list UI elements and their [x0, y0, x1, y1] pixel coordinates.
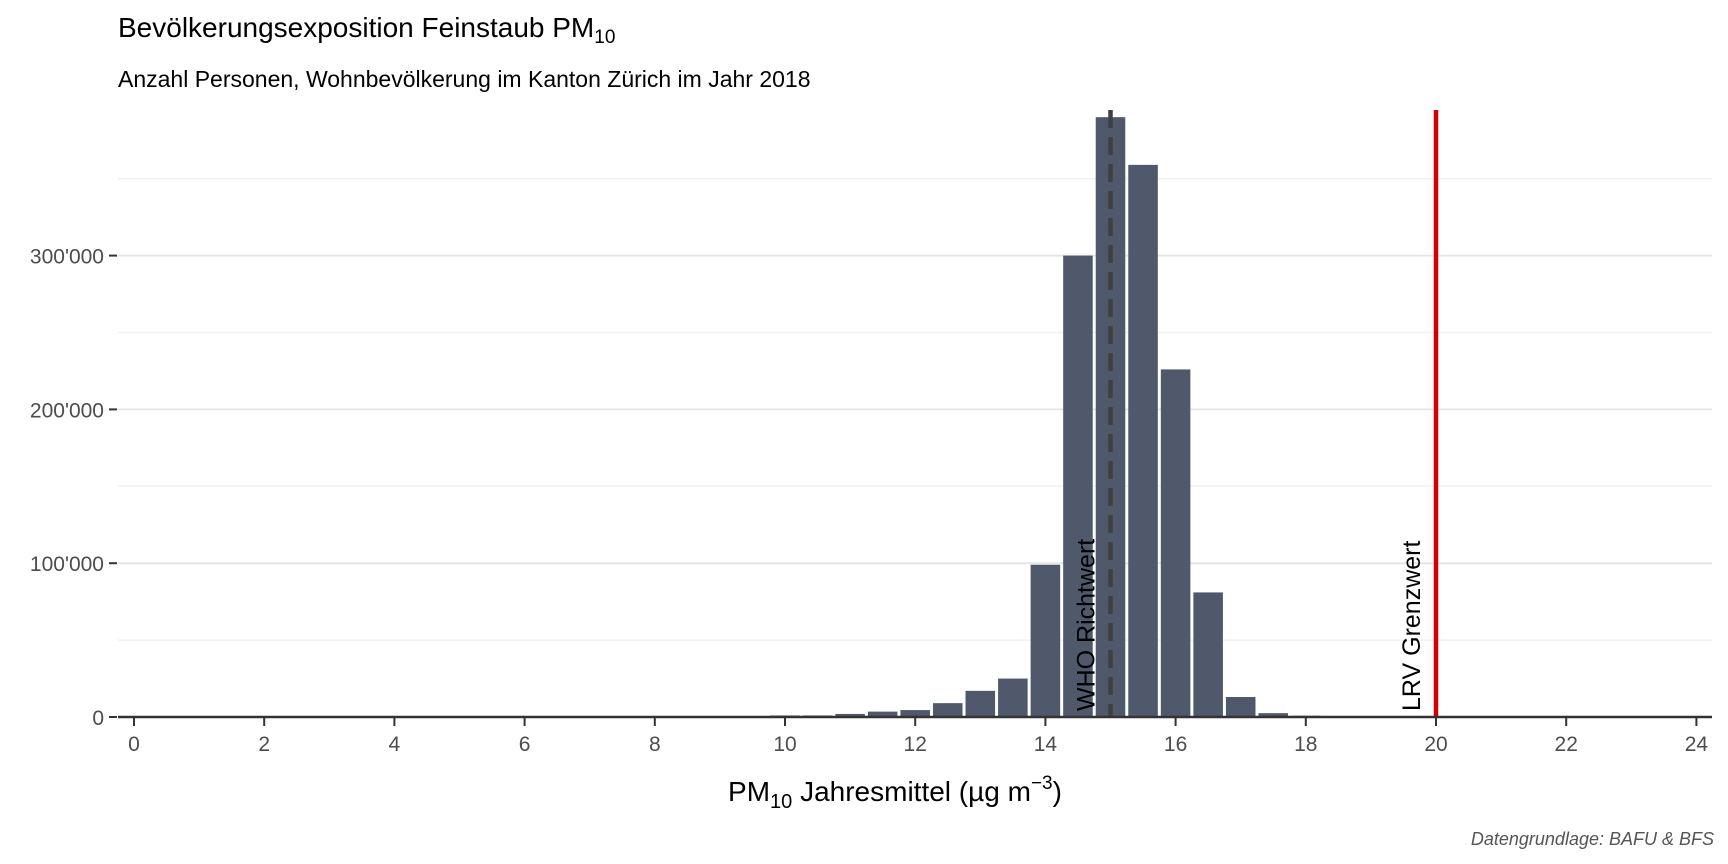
chart-title: Bevölkerungsexposition Feinstaub PM10 — [118, 12, 616, 48]
x-tick-label: 16 — [1164, 733, 1187, 756]
histogram-bar — [867, 711, 898, 717]
x-axis-label: PM10 Jahresmittel (µg m−3) — [728, 773, 1062, 813]
reference-lines: WHO Richtwert LRV Grenzwert — [1073, 110, 1439, 717]
histogram-bar — [1063, 255, 1093, 717]
data-source-caption: Datengrundlage: BAFU & BFS — [1470, 829, 1714, 849]
histogram-bar — [1030, 564, 1061, 717]
y-tick-label: 300'000 — [30, 246, 104, 269]
reference-line-label: WHO Richtwert — [1073, 539, 1101, 711]
y-tick-label: 200'000 — [30, 399, 104, 422]
histogram-bar — [932, 703, 963, 717]
x-tick-label: 12 — [904, 733, 927, 756]
histogram-bar — [998, 678, 1028, 717]
histogram-bar — [965, 690, 996, 717]
histogram-bar — [835, 713, 865, 717]
histogram-bar — [1193, 592, 1223, 717]
y-tick-label: 100'000 — [30, 553, 104, 576]
x-tick-label: 18 — [1294, 733, 1317, 756]
reference-line-label: LRV Grenzwert — [1398, 541, 1426, 711]
x-tick-label: 24 — [1685, 733, 1709, 756]
chart-subtitle: Anzahl Personen, Wohnbevölkerung im Kant… — [118, 66, 811, 92]
histogram-bar — [1128, 164, 1158, 717]
grid-lines — [118, 177, 1712, 718]
bars — [770, 117, 1321, 718]
x-tick-label: 6 — [519, 733, 531, 756]
histogram-bar — [1258, 713, 1289, 717]
x-tick-label: 10 — [773, 733, 796, 756]
histogram-bar — [1225, 697, 1256, 717]
x-tick-label: 20 — [1424, 733, 1447, 756]
x-tick-label: 22 — [1555, 733, 1578, 756]
histogram-bar — [900, 710, 930, 717]
x-tick-label: 2 — [258, 733, 270, 756]
y-tick-label: 0 — [92, 707, 104, 730]
x-tick-label: 14 — [1034, 733, 1058, 756]
x-tick-label: 4 — [389, 733, 401, 756]
histogram-bar — [1160, 369, 1191, 717]
x-tick-label: 8 — [649, 733, 661, 756]
x-tick-label: 0 — [128, 733, 140, 756]
axes: 0 2 4 6 8 10 12 14 16 18 20 22 240100'000200'000300'… — [30, 246, 1712, 756]
